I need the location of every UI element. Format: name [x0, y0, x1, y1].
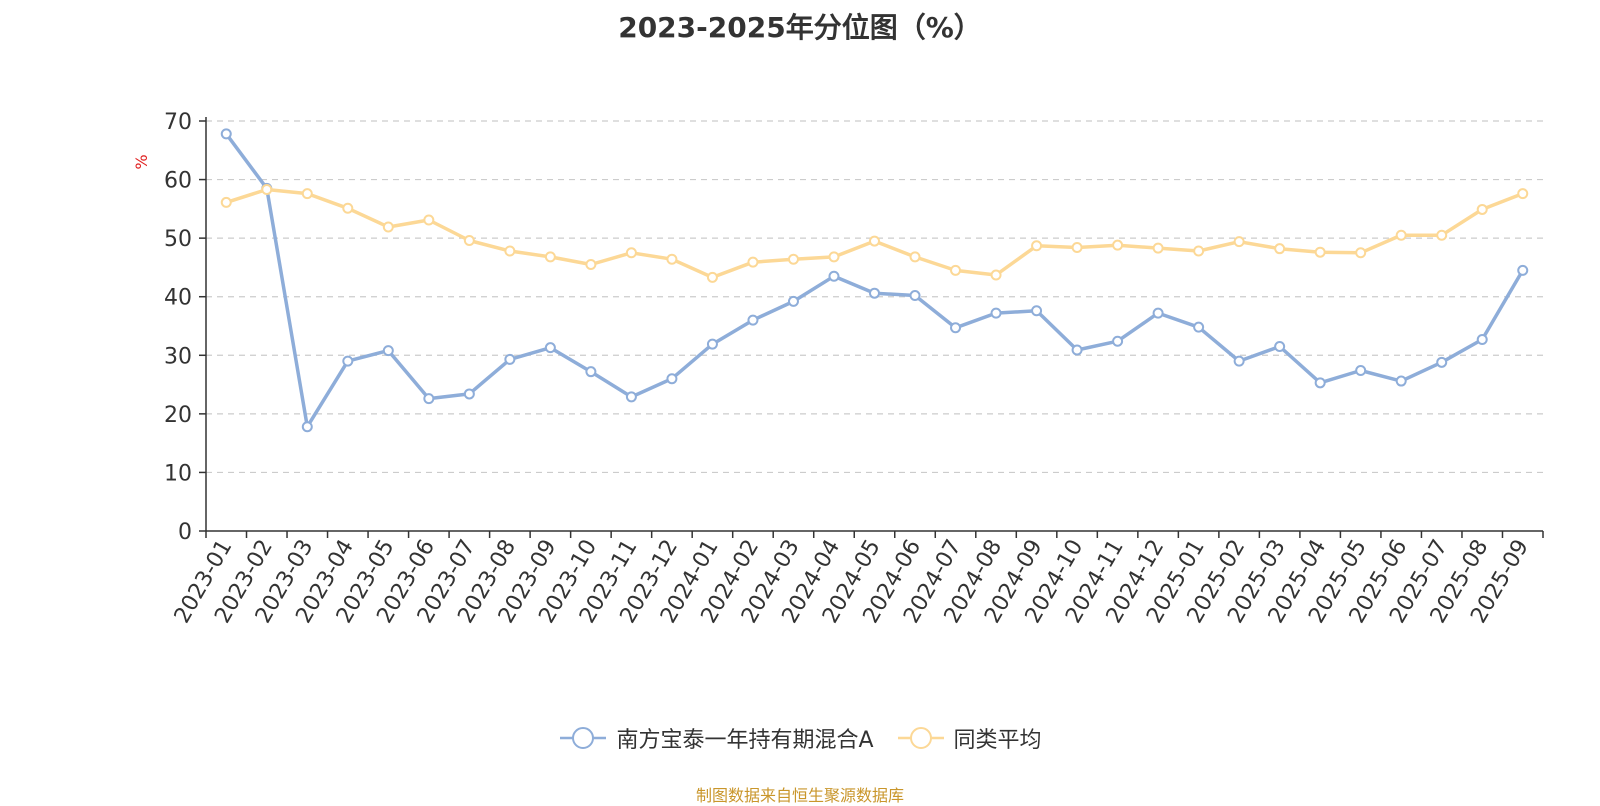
data-point	[1071, 344, 1083, 356]
data-point	[706, 271, 718, 283]
data-point	[950, 322, 962, 334]
data-point	[1355, 365, 1367, 377]
series-line	[224, 132, 1525, 429]
data-point	[1517, 264, 1529, 276]
data-point	[301, 421, 313, 433]
data-point	[706, 338, 718, 350]
legend-item[interactable]: 同类平均	[896, 722, 1042, 754]
series-group	[220, 128, 1529, 433]
data-point	[666, 373, 678, 385]
data-point	[1314, 377, 1326, 389]
data-point	[1193, 245, 1205, 257]
data-point	[625, 247, 637, 259]
data-point	[585, 366, 597, 378]
legend-label: 同类平均	[953, 728, 1042, 753]
data-point	[625, 391, 637, 403]
data-point	[1517, 188, 1529, 200]
data-point	[747, 314, 759, 326]
data-point	[544, 342, 556, 354]
data-point	[1031, 305, 1043, 317]
data-point	[1031, 240, 1043, 252]
y-axis-label: %	[132, 154, 151, 169]
data-point	[261, 184, 273, 196]
data-point	[1355, 247, 1367, 259]
data-point	[909, 251, 921, 263]
data-point	[1274, 341, 1286, 352]
legend-swatch-icon	[560, 727, 607, 749]
y-tick-label: 30	[164, 344, 192, 369]
data-point	[787, 295, 799, 307]
data-point	[1274, 243, 1286, 255]
data-point	[1476, 333, 1488, 345]
data-point	[990, 269, 1002, 281]
data-point	[423, 393, 435, 405]
data-point	[909, 290, 921, 302]
chart-title: 2023-2025年分位图（%）	[618, 11, 982, 44]
data-point	[1152, 307, 1164, 319]
y-tick-label: 10	[164, 461, 192, 486]
data-point	[504, 353, 516, 365]
axes: 0102030405060702023-012023-022023-032023…	[164, 110, 1544, 628]
data-point	[544, 251, 556, 263]
data-point	[1112, 239, 1124, 251]
legend: 南方宝泰一年持有期混合A 同类平均	[0, 722, 1600, 754]
data-point	[1152, 242, 1164, 254]
data-point	[828, 251, 840, 263]
data-point	[1112, 335, 1124, 347]
data-point	[463, 234, 475, 246]
data-point	[990, 307, 1002, 319]
data-point	[747, 256, 759, 268]
data-point	[1314, 246, 1326, 258]
data-point	[342, 202, 354, 214]
data-point	[585, 259, 597, 270]
data-point	[869, 235, 880, 247]
series-group	[220, 184, 1529, 283]
data-point	[1436, 356, 1448, 368]
data-point	[1436, 229, 1448, 241]
data-source-note: 制图数据来自恒生聚源数据库	[695, 786, 904, 805]
data-point	[382, 221, 394, 233]
legend-label: 南方宝泰一年持有期混合A	[616, 728, 874, 753]
data-point	[1395, 375, 1407, 387]
legend-swatch-icon	[897, 727, 944, 749]
data-point	[220, 128, 232, 140]
data-point	[1233, 355, 1245, 367]
data-point	[869, 287, 880, 299]
y-tick-label: 0	[178, 520, 192, 545]
data-point	[1233, 236, 1245, 248]
data-point	[463, 388, 475, 400]
y-tick-label: 20	[164, 403, 192, 428]
series-line	[224, 187, 1525, 280]
y-tick-label: 50	[164, 227, 192, 252]
y-tick-label: 60	[164, 169, 192, 194]
data-point	[301, 188, 313, 200]
data-point	[666, 253, 678, 265]
grid-lines	[206, 120, 1543, 474]
data-point	[828, 270, 840, 282]
data-point	[342, 355, 354, 367]
y-tick-label: 70	[164, 110, 192, 135]
data-point	[504, 245, 516, 257]
data-point	[423, 214, 435, 226]
y-tick-label: 40	[164, 286, 192, 311]
data-point	[1476, 203, 1488, 215]
data-point	[950, 264, 962, 276]
data-point	[787, 253, 799, 265]
series-layer	[220, 128, 1529, 433]
data-point	[382, 345, 394, 357]
data-point	[220, 196, 232, 208]
legend-item[interactable]: 南方宝泰一年持有期混合A	[558, 722, 874, 754]
data-point	[1071, 242, 1083, 254]
data-point	[1193, 321, 1205, 333]
data-point	[1395, 229, 1407, 241]
